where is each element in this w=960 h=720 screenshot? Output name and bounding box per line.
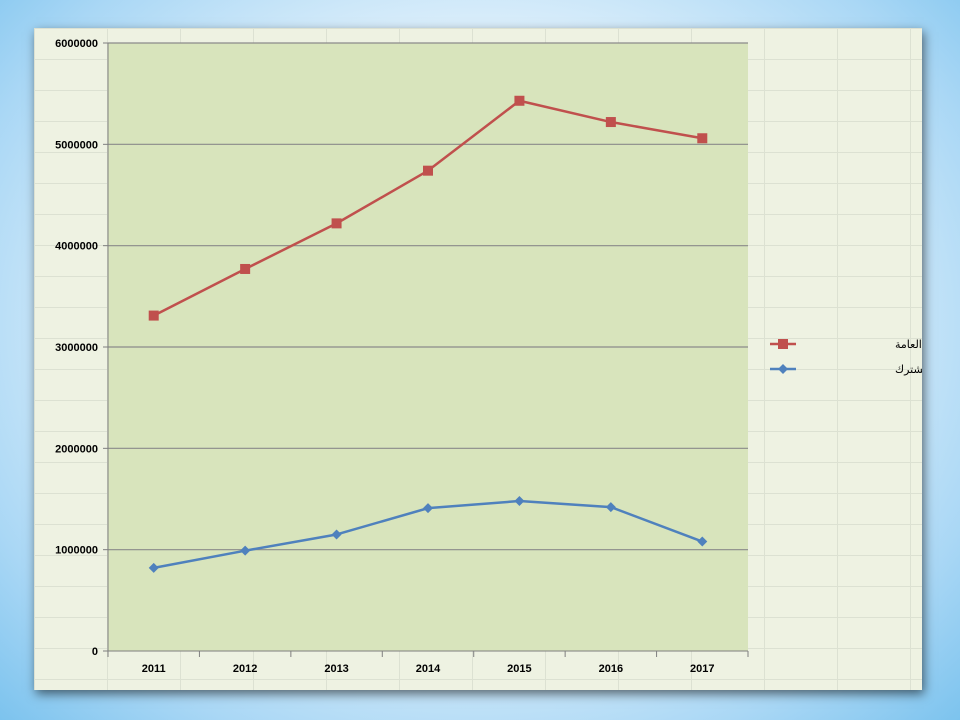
legend-marker-2: [778, 364, 788, 374]
y-tick-label: 3000000: [55, 342, 98, 354]
y-tick-label: 0: [92, 646, 98, 658]
data-point-1: [605, 117, 616, 128]
x-tick-label: 2016: [599, 663, 623, 675]
data-point-2: [148, 562, 159, 573]
data-point-2: [697, 536, 708, 547]
slide-frame: 0 1000000 2000000 3000000 4000000 5000000 6000…: [34, 28, 922, 690]
legend-label-1: الميزانية العامة: [895, 338, 922, 351]
y-tick-label: 1000000: [55, 545, 98, 557]
x-tick-label: 2015: [507, 663, 531, 675]
data-point-2: [423, 503, 433, 514]
data-point-1: [331, 218, 342, 229]
data-point-2: [514, 496, 525, 507]
line-chart: 0 1000000 2000000 3000000 4000000 5000000 6000…: [55, 38, 922, 675]
y-tick-label: 2000000: [55, 443, 98, 455]
data-point-1: [697, 133, 708, 144]
data-point-2: [605, 502, 616, 513]
data-point-1: [148, 310, 159, 321]
data-point-1: [240, 263, 251, 274]
x-tick-label: 2014: [416, 663, 441, 675]
x-tick-label: 2012: [233, 663, 257, 675]
y-tick-label: 4000000: [55, 241, 98, 253]
x-tick-label: 2011: [142, 663, 166, 675]
data-point-2: [240, 545, 251, 556]
legend-label-2: مساهمة المال المشترك: [895, 363, 922, 376]
data-point-1: [423, 165, 433, 176]
x-tick-label: 2013: [324, 663, 348, 675]
x-tick-label: 2017: [690, 663, 714, 675]
data-point-1: [514, 95, 525, 106]
y-tick-label: 5000000: [55, 139, 98, 151]
legend-marker-1: [778, 339, 788, 349]
data-point-2: [331, 529, 342, 540]
y-tick-label: 6000000: [55, 38, 98, 50]
